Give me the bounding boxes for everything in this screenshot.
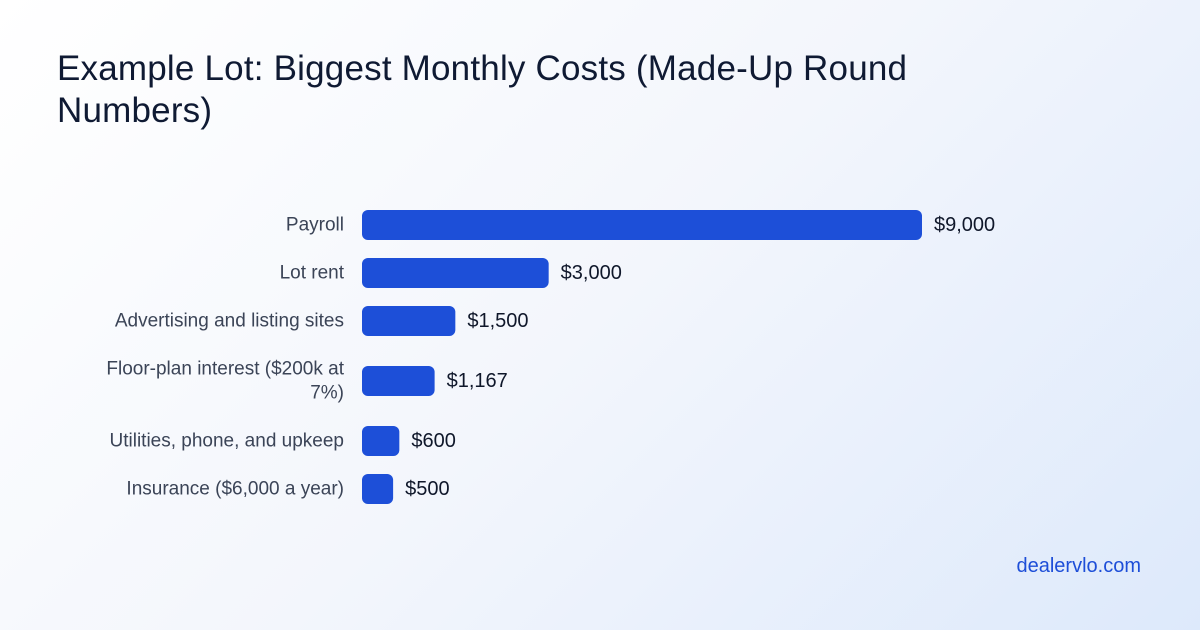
bar-value-label: $1,167 — [447, 370, 508, 392]
category-label: Insurance ($6,000 a year) — [126, 479, 344, 500]
site-link[interactable]: dealervlo.com — [1016, 555, 1141, 577]
bar-value-label: $1,500 — [467, 310, 528, 332]
category-label: Lot rent — [280, 263, 345, 284]
bar — [362, 306, 456, 336]
category-label: Floor-plan interest ($200k at — [106, 359, 344, 380]
bar-value-label: $9,000 — [934, 214, 995, 236]
bar — [362, 258, 549, 288]
bar-value-label: $500 — [405, 478, 450, 500]
bar — [362, 366, 435, 396]
bar-value-label: $3,000 — [561, 262, 622, 284]
category-label: 7%) — [310, 383, 344, 404]
category-label: Payroll — [286, 215, 344, 236]
chart-title: Example Lot: Biggest Monthly Costs (Made… — [57, 49, 908, 130]
category-label: Advertising and listing sites — [115, 311, 344, 332]
bar — [362, 210, 922, 240]
bar — [362, 474, 394, 504]
bar-value-label: $600 — [411, 430, 456, 452]
bar — [362, 426, 400, 456]
category-label: Utilities, phone, and upkeep — [110, 431, 345, 452]
